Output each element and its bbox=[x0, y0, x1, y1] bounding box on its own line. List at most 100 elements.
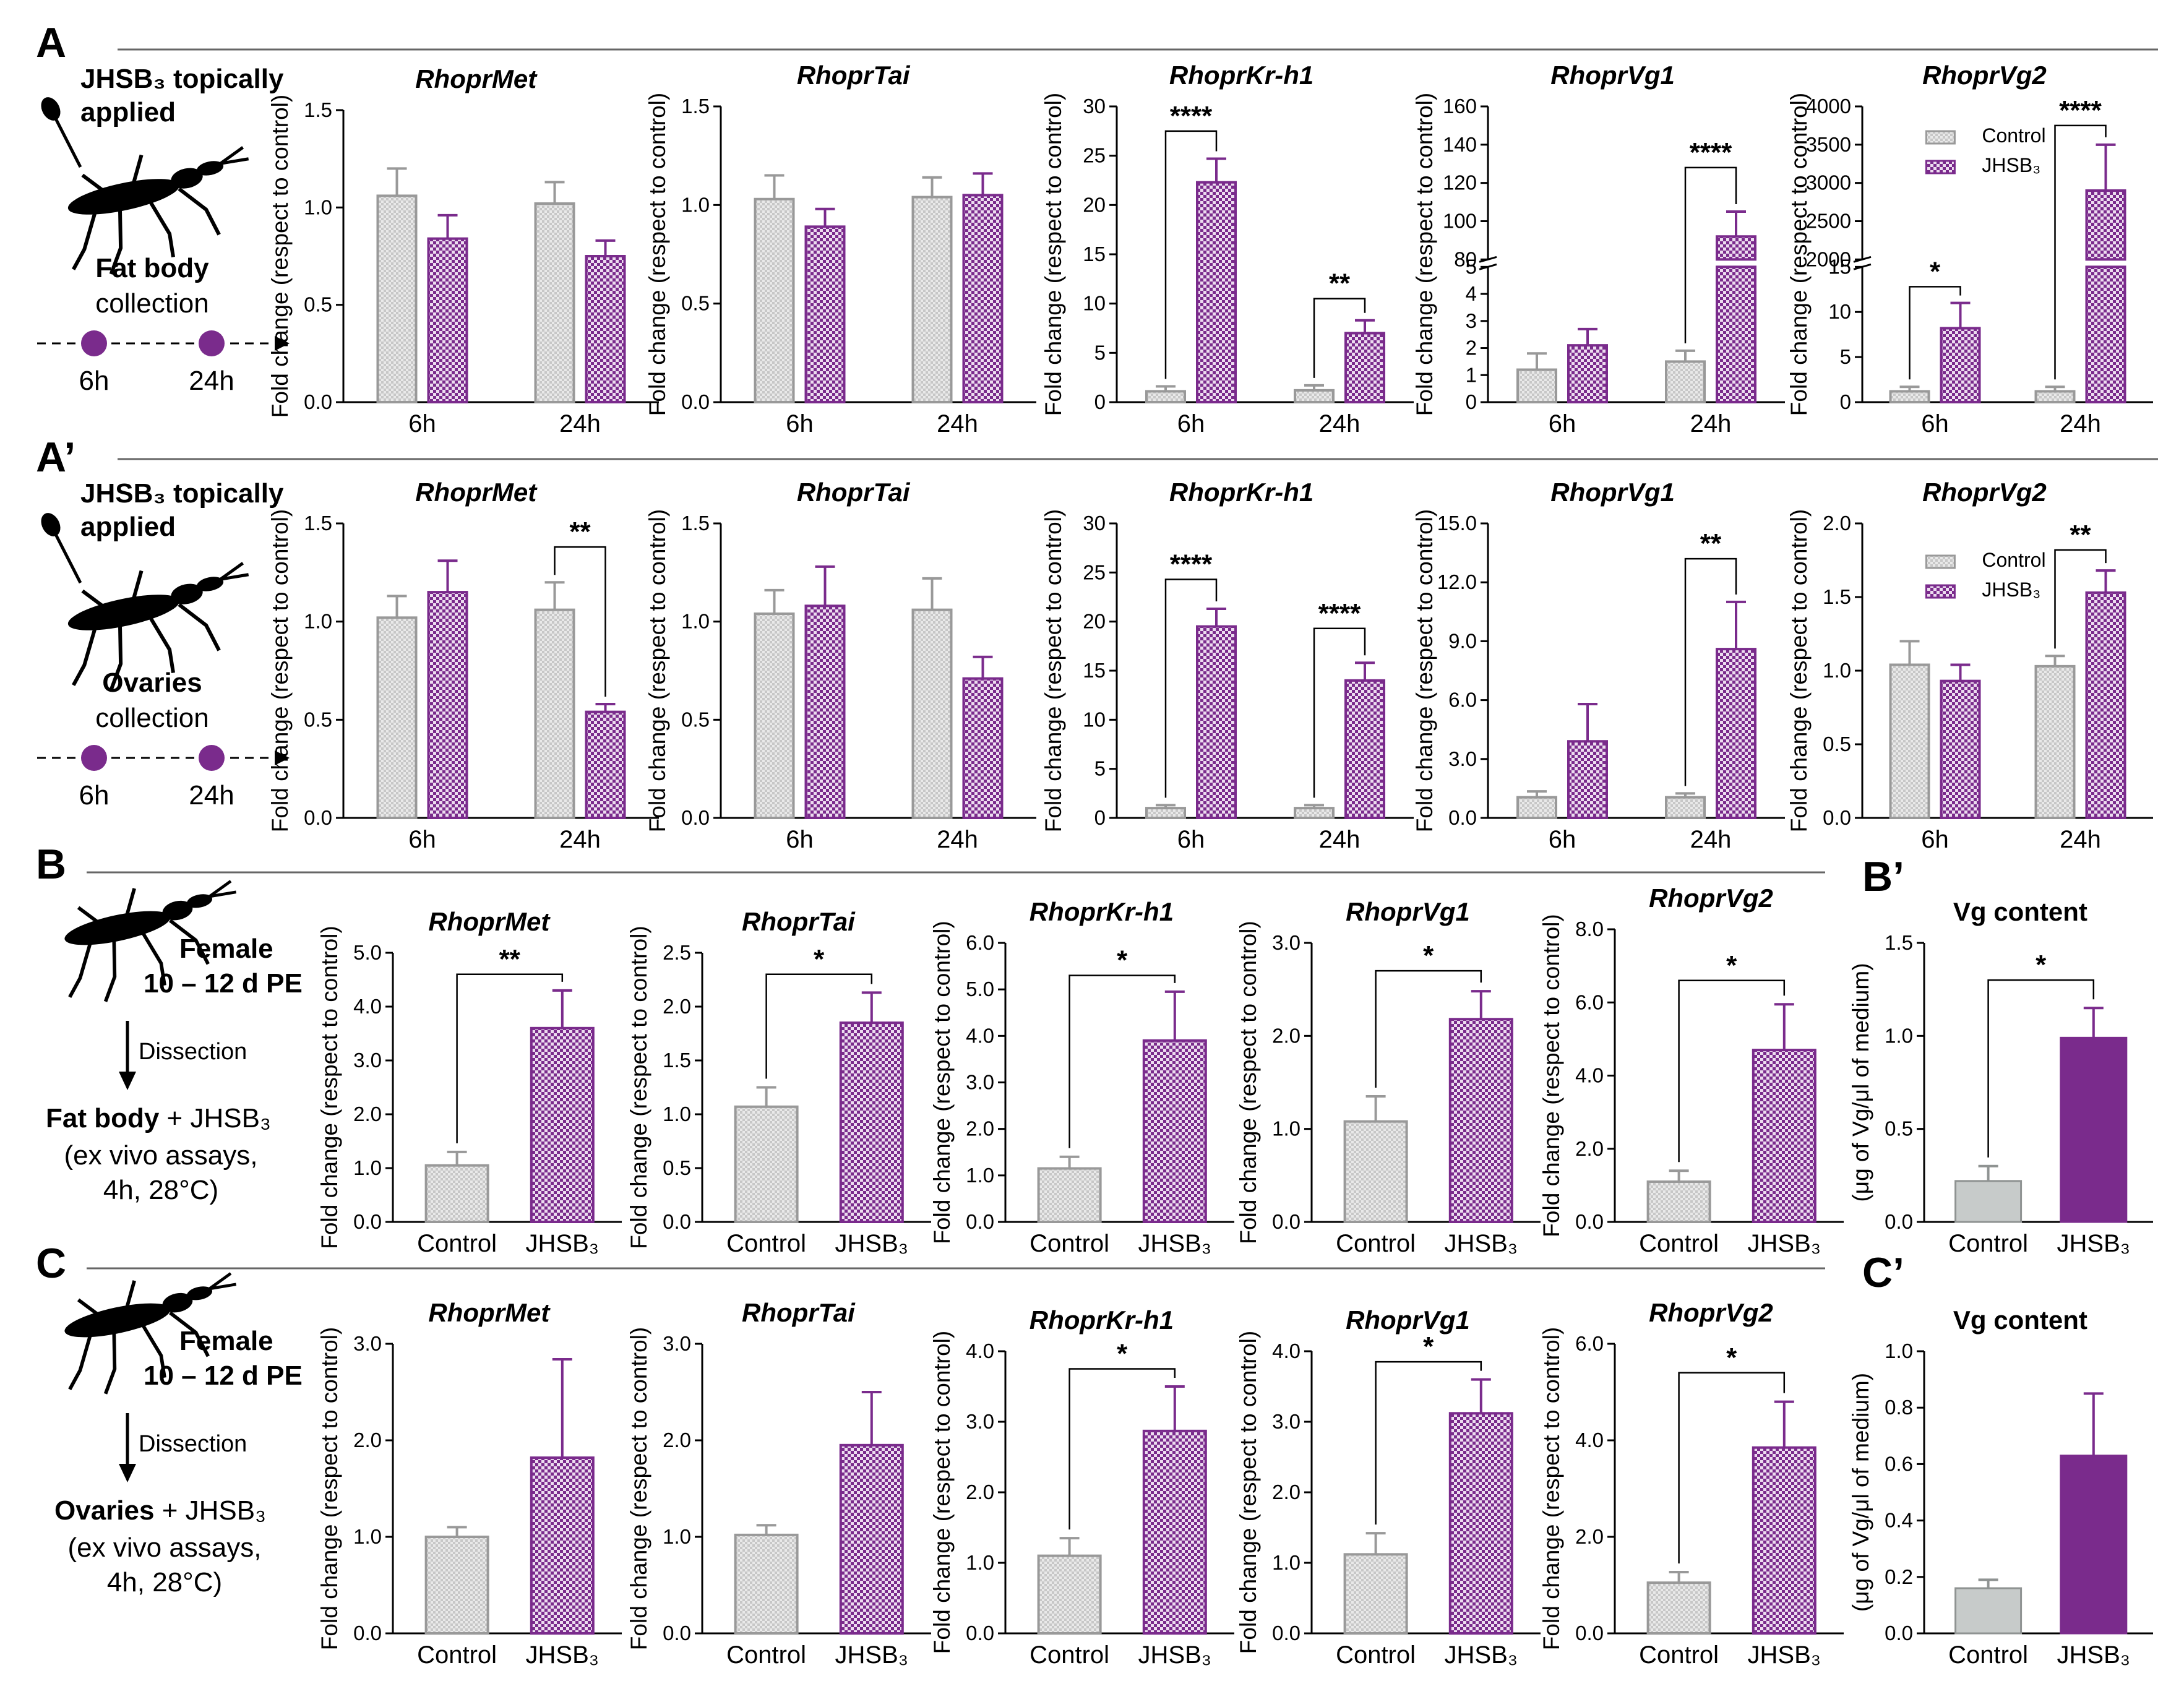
schematic-b-line4: 4h, 28°C) bbox=[103, 1175, 218, 1205]
y-tick-label: 2 bbox=[1466, 337, 1477, 359]
schematic-b-assay-rest: + JHSB₃ bbox=[159, 1103, 271, 1133]
axis-break-mark bbox=[1853, 256, 1872, 270]
significance-label: * bbox=[1423, 940, 1434, 971]
significance-bracket bbox=[1313, 298, 1366, 378]
x-tick-label: JHSB₃ bbox=[1748, 1641, 1821, 1669]
y-tick-label: 2.5 bbox=[663, 941, 691, 964]
y-tick-label: 20 bbox=[1083, 610, 1106, 633]
chart-title: RhoprVg1 bbox=[1346, 897, 1470, 926]
y-axis-label: Fold change (respect to control) bbox=[1539, 914, 1564, 1237]
y-tick-label: 2.0 bbox=[353, 1429, 382, 1451]
y-tick-label: 1.0 bbox=[681, 193, 710, 216]
y-tick-label: 1.5 bbox=[1823, 585, 1851, 608]
y-tick-label: 1.0 bbox=[663, 1525, 691, 1548]
bar-jhsb bbox=[2085, 591, 2126, 819]
chart-title: RhoprMet bbox=[428, 907, 551, 936]
y-tick-label: 8.0 bbox=[1575, 918, 1604, 940]
x-tick-label: 6h bbox=[408, 410, 436, 437]
bar-jhsb bbox=[839, 1021, 904, 1223]
y-axis-label: Fold change (respect to control) bbox=[1412, 509, 1437, 832]
y-tick-label: 5.0 bbox=[966, 978, 994, 1000]
y-tick-label: 160 bbox=[1443, 95, 1477, 118]
y-tick-label: 2000 bbox=[1806, 247, 1851, 270]
chart-cp: Vg content (μg of Vg/μl of medium) 0.0 0.2 0… bbox=[1848, 1305, 2153, 1669]
y-tick-label: 1.5 bbox=[1885, 931, 1913, 954]
y-tick-label: 1.0 bbox=[681, 610, 710, 633]
y-axis-label: Fold change (respect to control) bbox=[645, 93, 670, 416]
y-tick-label: 1.5 bbox=[681, 95, 710, 118]
bar-jhsb bbox=[530, 1026, 595, 1224]
schematic-a-title-1: JHSB₃ topically bbox=[80, 64, 284, 94]
bar-control bbox=[1145, 807, 1186, 819]
schematic-a-collection: collection bbox=[95, 288, 209, 319]
significance-bracket bbox=[1313, 627, 1366, 798]
y-tick-label: 1.0 bbox=[1885, 1024, 1913, 1047]
chart-title: Vg content bbox=[1953, 1305, 2087, 1335]
y-tick-label: 3.0 bbox=[663, 1332, 691, 1355]
x-tick-label: JHSB₃ bbox=[835, 1641, 909, 1669]
chart-title: RhoprVg2 bbox=[1649, 883, 1773, 913]
schematic-a: JHSB₃ topically applied Fat body collect… bbox=[37, 64, 290, 396]
y-tick-label: 2.0 bbox=[663, 995, 691, 1018]
y-axis-label: (μg of Vg/μl of medium) bbox=[1848, 963, 1873, 1202]
y-tick-label: 0 bbox=[1094, 806, 1106, 829]
bar-control bbox=[1145, 390, 1186, 403]
y-tick-label: 2.0 bbox=[1272, 1024, 1301, 1047]
schematic-ap-t2: 24h bbox=[189, 780, 234, 810]
chart-ap3: RhoprKr-h1 Fold change (respect to contro… bbox=[1041, 478, 1414, 853]
significance-bracket bbox=[1068, 974, 1176, 1148]
x-tick-label: 24h bbox=[559, 410, 601, 437]
panel-label-a-prime: A’ bbox=[36, 434, 75, 481]
x-tick-label: 24h bbox=[937, 410, 978, 437]
y-tick-label: 0.0 bbox=[1272, 1622, 1301, 1644]
significance-bracket bbox=[456, 973, 564, 1143]
schematic-c-line4: 4h, 28°C) bbox=[107, 1567, 222, 1597]
y-tick-label: 25 bbox=[1083, 561, 1106, 583]
y-tick-label: 2.0 bbox=[1823, 512, 1851, 535]
bar-jhsb bbox=[427, 237, 468, 403]
significance-bracket bbox=[554, 546, 606, 697]
y-tick-label: 0.8 bbox=[1885, 1396, 1913, 1419]
bar-jhsb bbox=[1940, 679, 1981, 820]
chart-title: Vg content bbox=[1953, 897, 2087, 926]
chart-title: RhoprVg2 bbox=[1649, 1298, 1773, 1327]
chart-c5: RhoprVg2 Fold change (respect to control)… bbox=[1539, 1298, 1844, 1669]
legend-swatch-control bbox=[1925, 130, 1956, 145]
bar-control bbox=[1294, 389, 1335, 404]
bar-jhsb bbox=[1940, 327, 1981, 404]
y-tick-label: 3000 bbox=[1806, 171, 1851, 194]
significance-label: **** bbox=[1318, 598, 1361, 629]
chart-title: RhoprMet bbox=[428, 1298, 551, 1327]
x-tick-label: 6h bbox=[1921, 410, 1949, 437]
bar-jhsb bbox=[530, 1456, 595, 1635]
chart-b1: RhoprMet Fold change (respect to control)… bbox=[317, 907, 622, 1257]
y-tick-label: 15 bbox=[1083, 243, 1106, 265]
bar-control bbox=[1516, 796, 1557, 820]
schematic-c-female: Female bbox=[179, 1326, 273, 1356]
chart-title: RhoprMet bbox=[415, 64, 538, 93]
y-tick-label: 1.0 bbox=[966, 1164, 994, 1187]
schematic-c-assay: Ovaries + JHSB₃ bbox=[54, 1495, 266, 1526]
y-axis-label: Fold change (respect to control) bbox=[317, 926, 342, 1249]
y-tick-label: 3.0 bbox=[966, 1410, 994, 1433]
y-axis-label: Fold change (respect to control) bbox=[1041, 509, 1066, 832]
bar-control bbox=[734, 1533, 799, 1635]
x-tick-label: JHSB₃ bbox=[1138, 1230, 1212, 1257]
y-tick-label: 5 bbox=[1094, 757, 1106, 780]
y-tick-label: 10 bbox=[1083, 708, 1106, 731]
chart-title: RhoprVg2 bbox=[1922, 478, 2047, 507]
schematic-c-line3: (ex vivo assays, bbox=[68, 1533, 262, 1563]
y-tick-label: 5 bbox=[1466, 255, 1477, 278]
significance-label: * bbox=[814, 944, 825, 974]
chart-c4: RhoprVg1 Fold change (respect to control)… bbox=[1236, 1305, 1541, 1669]
y-tick-label: 140 bbox=[1443, 133, 1477, 156]
x-tick-label: 24h bbox=[1319, 410, 1361, 437]
schematic-c-age: 10 – 12 d PE bbox=[144, 1361, 303, 1391]
x-tick-label: JHSB₃ bbox=[2057, 1641, 2131, 1669]
schematic-b-assay: Fat body + JHSB₃ bbox=[46, 1103, 271, 1133]
schematic-a-t2: 24h bbox=[189, 366, 234, 396]
y-tick-label: 0.2 bbox=[1885, 1565, 1913, 1588]
down-arrow-icon bbox=[119, 1413, 136, 1482]
bar-control bbox=[1646, 1180, 1711, 1224]
significance-bracket bbox=[1987, 979, 2095, 1158]
